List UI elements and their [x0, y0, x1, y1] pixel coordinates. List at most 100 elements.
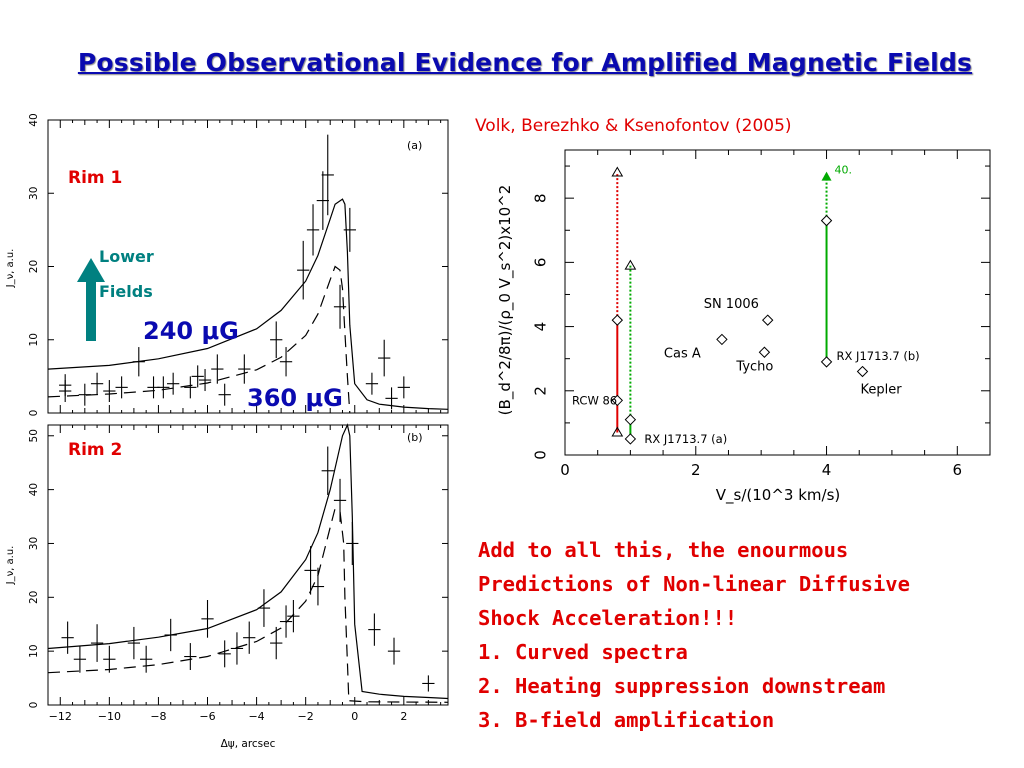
- summary-text: Add to all this, the enourmous Predictio…: [478, 533, 1018, 737]
- panel-a-dashed-curve: [47, 265, 351, 414]
- data-point: [321, 446, 334, 495]
- field-360-label: 360 μG: [247, 384, 343, 412]
- up-arrow-icon: [77, 258, 105, 341]
- data-point: [287, 600, 300, 633]
- intro-line: Predictions of Non-linear Diffusive: [478, 572, 910, 596]
- data-point: [198, 369, 212, 392]
- point-label: Cas A: [664, 346, 701, 361]
- data-point: [279, 605, 293, 638]
- data-point: [184, 643, 197, 670]
- data-point: [73, 645, 87, 673]
- intro-line: Add to all this, the enourmous: [478, 538, 849, 562]
- x-tick-label: 0: [560, 461, 570, 479]
- data-point: [90, 624, 104, 662]
- y-tick-label: 2: [532, 386, 550, 396]
- x-tick-label: 2: [691, 461, 701, 479]
- data-point: [103, 645, 116, 673]
- data-point: Cas A: [664, 333, 728, 361]
- panel-a-x-ticks: [59, 120, 442, 413]
- data-point: [297, 240, 310, 300]
- data-point: SN 1006: [704, 297, 774, 326]
- data-point: [346, 521, 359, 565]
- data-point: [184, 376, 197, 399]
- x-tick-label: 4: [822, 461, 832, 479]
- point-label: RX J1713.7 (b): [837, 349, 920, 363]
- data-point: [333, 478, 347, 522]
- data-point: [385, 387, 398, 410]
- panel-c-data-points: SN 1006 Cas A Tycho Kepler: [664, 297, 902, 397]
- y-tick-label: 30: [28, 187, 40, 200]
- data-point: [132, 347, 145, 377]
- panel-b-solid-curve: [47, 423, 449, 700]
- panel-a-data-points: [59, 134, 410, 410]
- panel-a-solid-curve: [47, 198, 449, 410]
- x-tick-label: 0: [351, 710, 358, 723]
- lower-label: Lower: [99, 247, 154, 266]
- data-point: [78, 383, 91, 406]
- point-label: SN 1006: [704, 297, 759, 312]
- range-bar: 40. RX J1713.7 (b): [820, 164, 920, 368]
- y-tick-label: 8: [532, 193, 550, 203]
- panel-b-label: (b): [407, 431, 423, 444]
- panel-c-y-ticks: 0 2 4 6 8: [532, 165, 990, 460]
- panel-c-frame: [564, 149, 991, 456]
- data-point: [343, 207, 356, 252]
- list-item: 1. Curved spectra: [478, 640, 688, 664]
- panel-c-xlabel: V_s/(10^3 km/s): [716, 486, 840, 505]
- data-point: [211, 354, 224, 384]
- x-tick-label: −4: [248, 710, 264, 723]
- data-point: [157, 376, 170, 399]
- data-point: [257, 589, 271, 627]
- data-point: [243, 621, 256, 654]
- y-tick-label: 50: [28, 429, 40, 442]
- data-point: [218, 640, 231, 668]
- panel-b-y-ticks: 0 10 20 30 40 50: [28, 429, 448, 708]
- data-point: [115, 376, 128, 399]
- range-bar: RCW 86: [572, 166, 624, 437]
- data-point: [90, 372, 104, 395]
- y-tick-label: 30: [28, 537, 40, 550]
- y-tick-label: 20: [28, 260, 40, 273]
- x-tick-label: 6: [953, 461, 963, 479]
- field-240-label: 240 μG: [143, 317, 239, 345]
- y-tick-label: 10: [28, 333, 40, 346]
- range-bar: RX J1713.7 (a): [624, 259, 727, 446]
- data-point: [316, 171, 329, 230]
- x-tick-label: −10: [98, 710, 121, 723]
- data-point: [59, 380, 72, 403]
- x-tick-label: −2: [298, 710, 314, 723]
- point-label: RCW 86: [572, 393, 617, 407]
- data-point: [321, 134, 334, 216]
- fields-label: Fields: [99, 282, 153, 301]
- y-tick-label: 4: [532, 322, 550, 332]
- data-point: [164, 618, 177, 652]
- data-point: [270, 626, 283, 660]
- x-tick-label: −8: [150, 710, 166, 723]
- data-point: [230, 632, 244, 665]
- panel-b: 0 10 20 30 40 50 −12 −10 −8 −6 −4 −2 0 2 (b) J_ν, a.…: [5, 423, 449, 750]
- slide-title: Possible Observational Evidence for Ampl…: [77, 48, 973, 77]
- panel-c: 0 2 4 6 8 0 2 4 6 RCW 86 RX J1713.7 (a) 40. RX J17…: [496, 149, 991, 505]
- data-point: [387, 637, 401, 665]
- data-point: Kepler: [856, 365, 902, 398]
- point-label: Tycho: [735, 359, 773, 374]
- panel-b-xlabel: Δψ, arcsec: [221, 738, 276, 750]
- y-tick-label: 0: [28, 410, 40, 417]
- rim-2-label: Rim 2: [68, 440, 122, 460]
- y-tick-label: 0: [28, 702, 40, 709]
- bar-top-label: 40.: [835, 164, 853, 177]
- x-tick-label: −12: [49, 710, 72, 723]
- y-tick-label: 0: [532, 450, 550, 460]
- data-point: [306, 204, 320, 256]
- data-point: [127, 626, 141, 660]
- panel-a: 0 10 20 30 40 (a) J_ν, a.u.: [5, 113, 449, 417]
- data-point: [368, 613, 381, 646]
- data-point: [191, 365, 204, 388]
- x-tick-label: −6: [199, 710, 215, 723]
- panel-b-ylabel: J_ν, a.u.: [5, 546, 16, 586]
- panel-b-frame: [47, 424, 449, 706]
- list-item: 3. B-field amplification: [478, 708, 775, 732]
- point-label: RX J1713.7 (a): [644, 432, 727, 446]
- data-point: [422, 675, 435, 692]
